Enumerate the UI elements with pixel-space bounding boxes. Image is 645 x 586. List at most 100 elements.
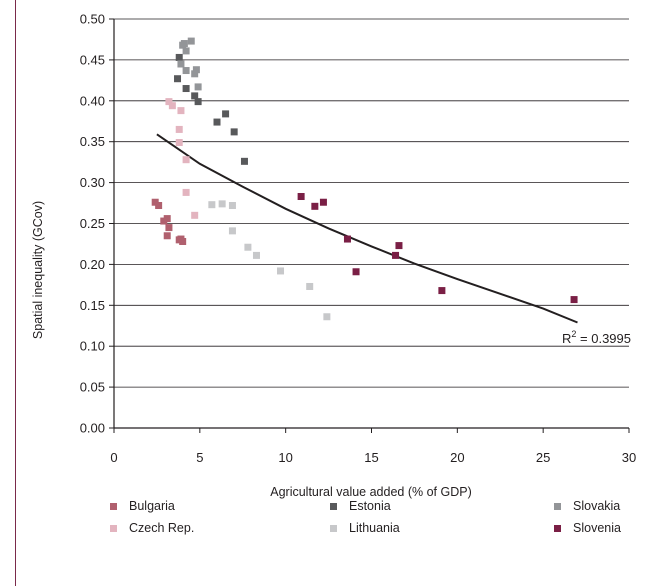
data-point (194, 98, 202, 106)
data-point (392, 251, 400, 259)
data-point (222, 110, 230, 118)
data-point (319, 198, 327, 206)
legend-label: Estonia (349, 499, 391, 513)
data-point (228, 202, 236, 210)
data-point (182, 85, 190, 93)
y-tick-labels: 0.00 0.05 0.10 0.15 0.20 0.25 0.30 0.35 0.40 0.45… (80, 12, 105, 436)
data-point (182, 67, 190, 75)
legend-label: Slovenia (573, 521, 621, 535)
data-point (191, 70, 199, 78)
data-point (177, 107, 185, 115)
data-point (165, 224, 173, 232)
legend-label: Lithuania (349, 521, 400, 535)
scatter-chart: 0.00 0.05 0.10 0.15 0.20 0.25 0.30 0.35 0.40 0.45… (31, 12, 636, 500)
data-point (438, 287, 446, 295)
y-tick-label: 0.25 (80, 216, 105, 231)
data-point (174, 75, 182, 83)
data-point (306, 282, 314, 290)
legend-label: Slovakia (573, 499, 621, 513)
data-point (228, 227, 236, 235)
gridlines (114, 18, 629, 388)
data-point (180, 40, 188, 48)
legend: Bulgaria Estonia Slovakia Czech Rep. Lithuan… (110, 499, 640, 549)
y-tick-label: 0.30 (80, 175, 105, 190)
data-point (570, 296, 578, 304)
data-point (343, 235, 351, 243)
series-czech-rep (165, 98, 199, 219)
legend-swatch (554, 502, 561, 510)
data-point (177, 60, 185, 68)
legend-item: Lithuania (330, 521, 400, 535)
legend-swatch (554, 524, 561, 532)
data-point (191, 92, 199, 100)
x-tick-label: 15 (364, 450, 378, 465)
y-tick-label: 0.35 (80, 134, 105, 149)
legend-swatch (330, 524, 337, 532)
y-tick-label: 0.50 (80, 12, 105, 27)
r-squared-label: R2 = 0.3995 (562, 329, 631, 346)
data-point (175, 139, 183, 147)
data-point (155, 202, 163, 210)
y-tick-label: 0.20 (80, 257, 105, 272)
legend-item: Czech Rep. (110, 521, 194, 535)
data-point (230, 128, 238, 136)
trendline (156, 133, 578, 324)
data-point (213, 118, 221, 126)
data-point (168, 102, 176, 110)
data-point (182, 188, 190, 196)
data-point (311, 202, 319, 210)
data-point (297, 193, 305, 201)
x-tick-label: 0 (110, 450, 117, 465)
data-point (252, 251, 260, 259)
data-point (182, 47, 190, 55)
frame-border-line (15, 0, 16, 586)
series-bulgaria (151, 198, 187, 245)
legend-item: Bulgaria (110, 499, 175, 513)
data-point (240, 157, 248, 165)
legend-item: Slovakia (554, 499, 620, 513)
y-tick-label: 0.40 (80, 93, 105, 108)
data-point (395, 242, 403, 250)
series-lithuania (208, 200, 331, 321)
data-point (175, 53, 183, 61)
y-tick-label: 0.45 (80, 52, 105, 67)
legend-label: Czech Rep. (129, 521, 195, 535)
data-point (191, 211, 199, 219)
x-tick-label: 30 (622, 450, 636, 465)
data-point (177, 235, 185, 243)
series-slovakia (177, 37, 202, 91)
y-axis-title: Spatial inequality (GCov) (31, 201, 45, 339)
x-axis-title: Agricultural value added (% of GDP) (270, 485, 471, 499)
x-tick-label: 5 (196, 450, 203, 465)
legend-item: Estonia (330, 499, 391, 513)
y-tick-label: 0.15 (80, 298, 105, 313)
legend-swatch (330, 502, 337, 510)
x-tick-labels: 0 5 10 15 20 25 30 (110, 450, 636, 465)
data-point (208, 201, 216, 209)
trendline-group: R2 = 0.3995 (156, 133, 631, 346)
x-tick-label: 10 (278, 450, 292, 465)
data-point (163, 232, 171, 240)
x-tick-label: 25 (536, 450, 550, 465)
legend-item: Slovenia (554, 521, 621, 535)
data-point (323, 313, 331, 321)
data-point (192, 66, 200, 74)
data-point (165, 98, 173, 106)
data-point (194, 83, 202, 91)
data-point (352, 268, 360, 276)
x-tick-label: 20 (450, 450, 464, 465)
data-point (163, 215, 171, 223)
legend-label: Bulgaria (129, 499, 175, 513)
data-point (218, 200, 226, 208)
legend-swatch (110, 524, 117, 532)
data-point (187, 37, 195, 45)
y-tick-label: 0.05 (80, 380, 105, 395)
data-point (182, 156, 190, 164)
data-point (277, 267, 285, 275)
axes (109, 18, 630, 433)
series-slovenia (297, 193, 578, 304)
data-point (175, 125, 183, 133)
data-point (244, 243, 252, 251)
data-points (151, 37, 578, 321)
legend-swatch (110, 502, 117, 510)
